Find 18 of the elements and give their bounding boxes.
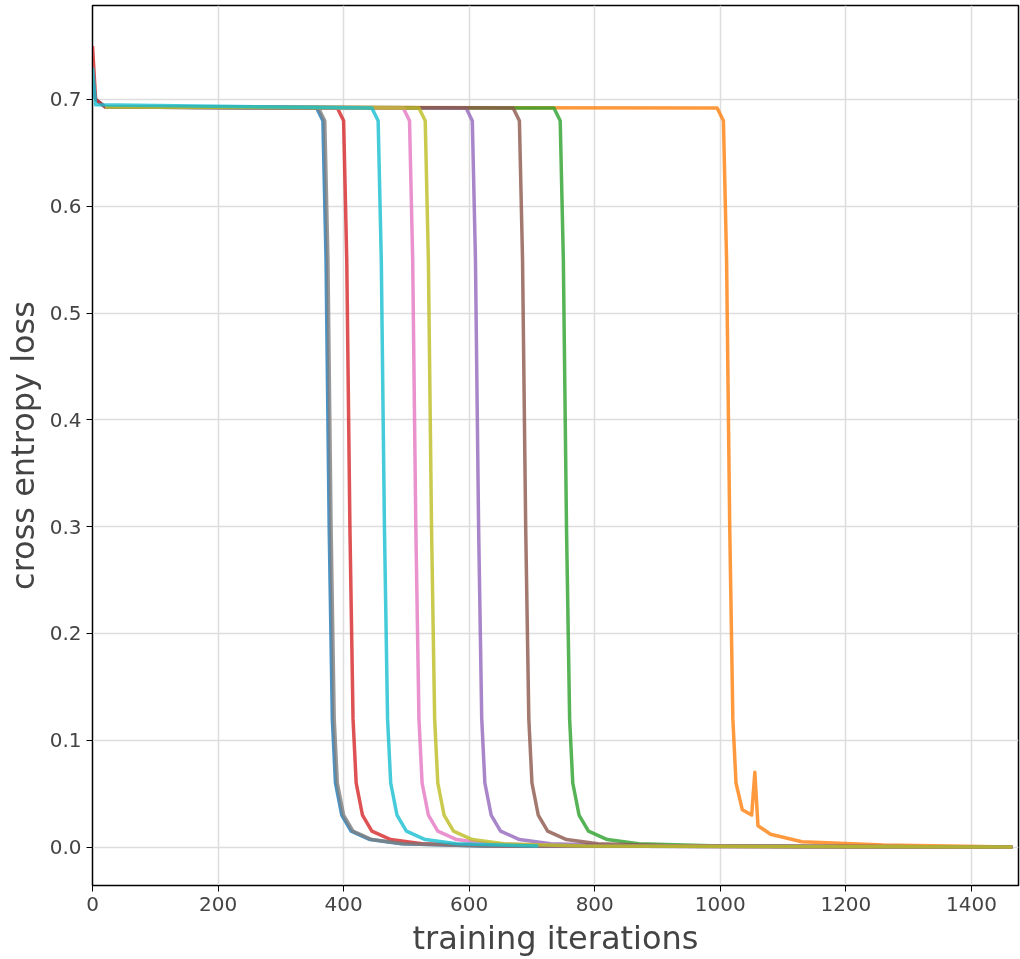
y-tick-label: 0.0	[49, 835, 82, 860]
y-tick-label: 0.2	[49, 621, 82, 646]
x-tick-label: 800	[575, 891, 614, 916]
x-tick-label: 600	[450, 891, 489, 916]
y-tick-label: 0.7	[49, 87, 82, 112]
x-tick-label: 400	[324, 891, 363, 916]
x-tick-label: 1200	[820, 891, 872, 916]
x-tick-label: 200	[198, 891, 238, 916]
y-tick-label: 0.1	[49, 728, 82, 753]
y-tick-label: 0.4	[49, 407, 82, 432]
x-tick-label: 0	[86, 891, 99, 916]
y-axis-title: cross entropy loss	[3, 301, 42, 590]
y-tick-label: 0.6	[49, 194, 82, 219]
y-tick-label: 0.5	[49, 301, 82, 326]
y-tick-label: 0.3	[49, 514, 82, 539]
x-axis-title: training iterations	[412, 918, 699, 957]
x-tick-label: 1000	[694, 891, 746, 916]
x-tick-label: 1400	[945, 891, 997, 916]
